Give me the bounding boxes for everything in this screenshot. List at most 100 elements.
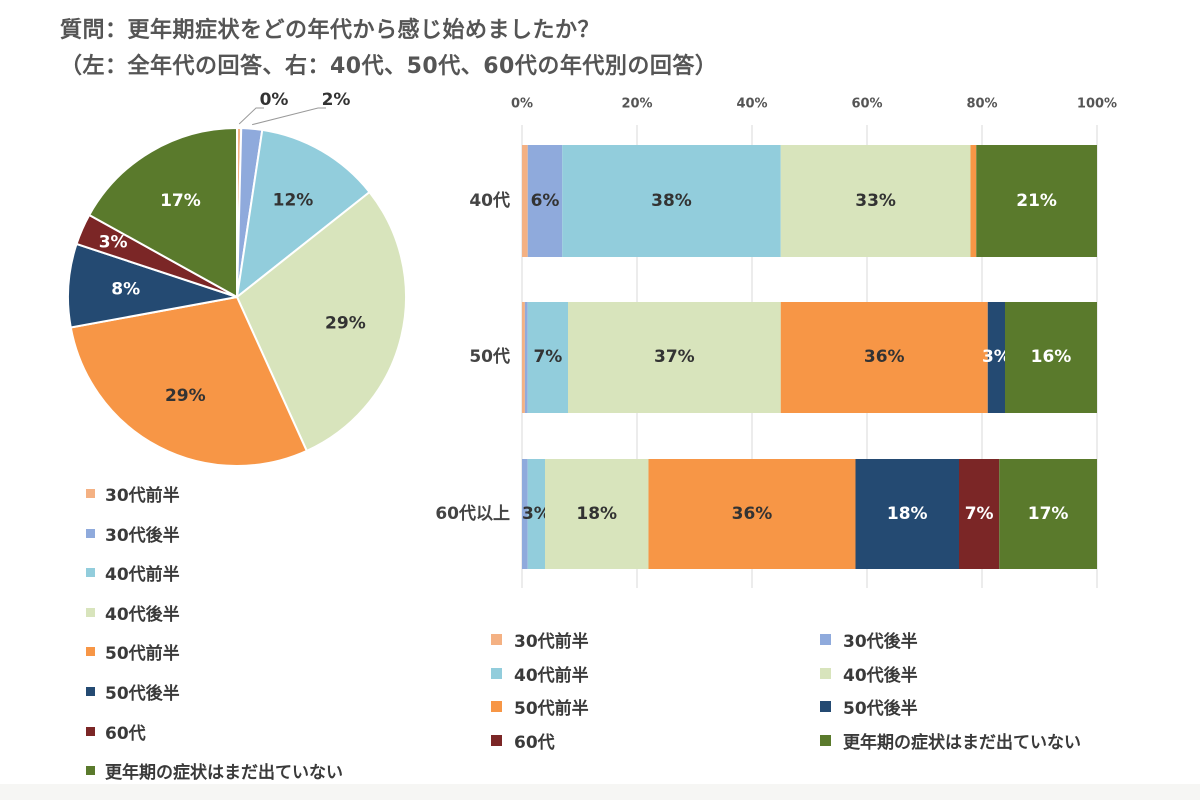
bar-segment xyxy=(527,145,563,257)
pie-slice xyxy=(235,190,407,453)
legend-swatch xyxy=(491,667,502,679)
bar-segment xyxy=(527,302,568,413)
legend-label: 60代 xyxy=(514,732,555,753)
legend-label: 50代後半 xyxy=(105,684,180,704)
legend-swatch xyxy=(86,726,95,736)
bar-data-label: 36% xyxy=(732,504,773,524)
footer-band xyxy=(0,784,1200,800)
legend-item: 50代前半 xyxy=(86,639,180,664)
x-tick-label: 100% xyxy=(1077,97,1117,112)
legend-item: 30代後半 xyxy=(820,627,918,652)
chart-subtitle: （左：全年代の回答、右：40代、50代、60代の年代別の回答） xyxy=(60,54,718,79)
y-category-label: 50代 xyxy=(469,346,510,367)
bar-segment xyxy=(545,459,649,569)
bar-segment xyxy=(524,302,528,413)
legend-swatch xyxy=(820,667,831,679)
legend-swatch xyxy=(86,647,95,657)
legend-label: 40代前半 xyxy=(105,565,180,586)
bar-data-label: 3% xyxy=(982,347,1011,367)
legend-swatch xyxy=(86,687,95,696)
legend-label: 30代後半 xyxy=(105,525,180,546)
bar-data-label: 33% xyxy=(855,191,896,211)
legend-swatch xyxy=(86,489,95,498)
bar-data-label: 18% xyxy=(887,504,928,524)
bar-segment xyxy=(562,145,781,257)
bar-data-label: 3% xyxy=(522,504,551,524)
bar-data-label: 37% xyxy=(654,347,695,367)
legend-label: 50代後半 xyxy=(843,699,918,719)
legend-label: 更年期の症状はまだ出ていない xyxy=(843,732,1081,753)
bar-segment xyxy=(780,145,971,257)
bar-segment xyxy=(976,145,1097,257)
legend-item: 40代前半 xyxy=(86,560,180,585)
chart-title: 質問：更年期症状をどの年代から感じ始めましたか？ xyxy=(60,18,601,43)
pie-data-label: 0% xyxy=(260,90,289,110)
bar-segment xyxy=(522,302,525,413)
legend-label: 40代前半 xyxy=(514,665,589,686)
pie-data-label: 12% xyxy=(273,191,314,211)
pie-data-label: 29% xyxy=(165,386,206,406)
pie-data-label: 29% xyxy=(325,313,366,333)
legend-swatch xyxy=(820,634,831,645)
y-category-label: 60代以上 xyxy=(435,503,510,524)
bar-segment xyxy=(999,459,1097,569)
legend-swatch xyxy=(86,568,95,578)
pie-data-label: 8% xyxy=(111,279,140,299)
bar-data-label: 7% xyxy=(533,347,562,367)
bar-segment xyxy=(780,302,988,413)
bar-segment xyxy=(522,145,528,257)
legend-item: 40代後半 xyxy=(86,600,180,625)
bar-segment xyxy=(568,302,781,413)
legend-item: 更年期の症状はまだ出ていない xyxy=(86,758,343,783)
bar-segment xyxy=(522,459,528,569)
legend-label: 30代前半 xyxy=(514,632,589,652)
legend-swatch xyxy=(86,766,95,776)
x-tick-label: 40% xyxy=(736,97,767,112)
legend-label: 30代前半 xyxy=(105,486,180,506)
legend-swatch xyxy=(491,701,502,712)
legend-item: 30代前半 xyxy=(491,627,589,652)
bar-segment xyxy=(959,459,1000,569)
bar-segment xyxy=(1005,302,1097,413)
legend-item: 30代後半 xyxy=(86,521,180,546)
legend-swatch xyxy=(491,634,502,645)
legend-item: 60代 xyxy=(491,728,555,753)
legend-label: 50代前半 xyxy=(514,699,589,719)
pie-leader-line xyxy=(238,107,264,125)
x-tick-label: 60% xyxy=(851,97,882,112)
pie-slice xyxy=(69,295,309,467)
bar-data-label: 38% xyxy=(651,191,692,211)
x-tick-label: 20% xyxy=(621,97,652,112)
bar-data-label: 18% xyxy=(576,504,617,524)
bar-data-label: 36% xyxy=(864,347,905,367)
legend-label: 50代前半 xyxy=(105,644,180,665)
legend-label: 30代後半 xyxy=(843,632,918,652)
pie-slice xyxy=(87,126,238,299)
bar-segment xyxy=(855,459,959,569)
legend-item: 50代後半 xyxy=(820,694,918,719)
legend-item: 50代前半 xyxy=(491,694,589,719)
y-category-label: 40代 xyxy=(469,190,510,211)
bar-data-label: 21% xyxy=(1016,191,1057,211)
legend-label: 更年期の症状はまだ出ていない xyxy=(105,763,343,784)
legend-label: 40代後半 xyxy=(105,604,180,625)
legend-item: 60代 xyxy=(86,719,146,744)
pie-data-label: 17% xyxy=(160,191,201,211)
pie-data-label: 3% xyxy=(99,233,128,253)
legend-item: 40代前半 xyxy=(491,661,589,686)
legend-swatch xyxy=(820,734,831,746)
bar-segment xyxy=(648,459,856,569)
legend-swatch xyxy=(86,528,95,538)
bar-segment xyxy=(527,459,545,569)
bar-data-label: 16% xyxy=(1031,347,1072,367)
legend-swatch xyxy=(86,607,95,617)
pie-slice xyxy=(235,128,371,300)
legend-label: 40代後半 xyxy=(843,665,918,686)
x-tick-label: 80% xyxy=(966,97,997,112)
legend-item: 50代後半 xyxy=(86,679,180,704)
x-tick-label: 0% xyxy=(511,97,533,112)
legend-item: 40代後半 xyxy=(820,661,918,686)
legend-label: 60代 xyxy=(105,723,146,744)
